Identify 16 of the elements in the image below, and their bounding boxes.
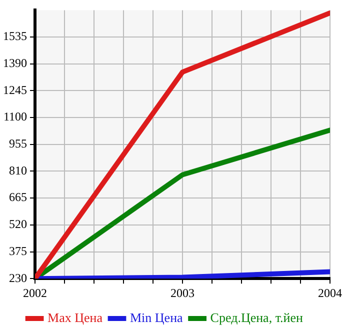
y-tick-label: 1245 (3, 82, 27, 97)
y-tick-label: 230 (9, 270, 27, 285)
y-tick-label: 955 (9, 136, 27, 151)
y-tick-label: 1535 (3, 29, 27, 44)
y-tick-label: 665 (9, 190, 27, 204)
x-tick-label: 2003 (170, 286, 194, 300)
x-tick-label: 2002 (23, 286, 47, 300)
legend-label: Сред.Цена, т.йен (210, 310, 304, 325)
y-tick-label: 1100 (3, 110, 27, 124)
x-tick-label: 2004 (318, 286, 342, 300)
y-tick-label: 375 (9, 244, 27, 258)
legend-label: Min Цена (130, 310, 184, 325)
y-tick-label: 810 (9, 163, 27, 178)
legend-label: Max Цена (48, 310, 103, 325)
y-tick-label: 520 (9, 217, 27, 232)
y-tick-label: 1390 (3, 56, 27, 70)
